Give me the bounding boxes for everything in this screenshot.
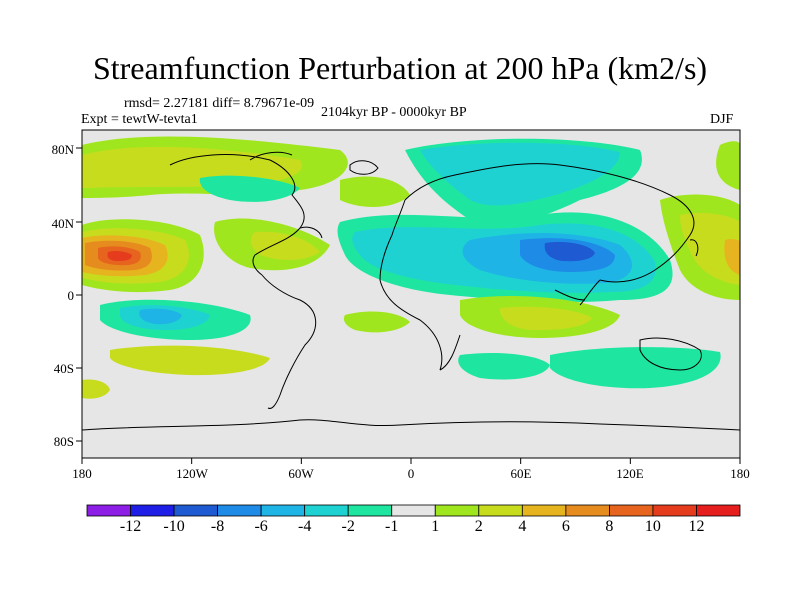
contour-region — [250, 231, 320, 260]
lat-label: 80N — [51, 142, 74, 157]
colorbar-label: 1 — [431, 518, 440, 535]
contour-region — [343, 311, 410, 333]
colorbar-swatch — [347, 504, 393, 517]
colorbar-label: -12 — [119, 518, 142, 535]
rmsd-stats: rmsd= 2.27181 diff= 8.79671e-09 — [124, 96, 315, 111]
lon-label: 180 — [730, 466, 750, 481]
colorbar-label: 6 — [561, 518, 570, 535]
period-label: 2104kyr BP - 0000kyr BP — [321, 105, 467, 120]
colorbar-label: -8 — [210, 518, 225, 535]
colorbar — [86, 504, 741, 517]
lat-label: 40N — [51, 216, 74, 231]
contour-region — [340, 176, 410, 207]
contour-region — [199, 175, 300, 202]
contour-region — [544, 242, 595, 262]
lat-label: 80S — [53, 434, 74, 449]
colorbar-swatch — [130, 504, 175, 517]
colorbar-label: -1 — [385, 518, 399, 535]
colorbar-swatch — [434, 504, 480, 517]
experiment-label: Expt = tewtW-tevta1 — [81, 112, 198, 127]
colorbar-label: 4 — [518, 518, 527, 535]
coastlines — [82, 151, 740, 431]
contour-region — [420, 142, 620, 206]
contour-region — [680, 212, 740, 285]
plot-title: Streamfunction Perturbation at 200 hPa (… — [92, 50, 708, 86]
contour-region — [110, 345, 270, 376]
colorbar-swatch — [86, 504, 131, 517]
colorbar-label: -4 — [297, 518, 312, 535]
lat-label: 0 — [67, 288, 75, 303]
contour-region — [139, 308, 182, 325]
contour-region — [550, 347, 721, 389]
colorbar-swatch — [217, 504, 262, 517]
lon-label: 0 — [407, 466, 415, 481]
lon-label: 120E — [616, 466, 644, 481]
colorbar-label: 12 — [688, 518, 705, 535]
colorbar-swatch — [609, 504, 654, 517]
season-label: DJF — [710, 112, 734, 127]
contour-region — [724, 239, 740, 275]
colorbar-swatch — [173, 504, 218, 517]
colorbar-swatch — [696, 504, 741, 517]
contour-region — [107, 251, 132, 261]
contour-region — [82, 379, 110, 399]
lon-label: 120W — [176, 466, 208, 481]
colorbar-label: 2 — [474, 518, 483, 535]
colorbar-label: 10 — [644, 518, 661, 535]
contour-region — [716, 141, 740, 190]
colorbar-swatch — [391, 504, 436, 517]
colorbar-swatch — [652, 504, 697, 517]
lat-label: 40S — [53, 361, 74, 376]
colorbar-swatch — [304, 504, 349, 517]
latitude-tick-marks — [76, 147, 82, 442]
colorbar-label: 8 — [605, 518, 614, 535]
contour-region — [458, 353, 550, 380]
colorbar-swatch — [478, 504, 523, 517]
lon-label: 60W — [288, 466, 314, 481]
colorbar-label: -2 — [341, 518, 355, 535]
colorbar-label: -10 — [163, 518, 185, 535]
contour-field — [82, 130, 740, 458]
longitude-tick-marks — [81, 458, 741, 464]
lon-label: 180 — [72, 466, 92, 481]
colorbar-label: -6 — [254, 518, 268, 535]
contour-region — [500, 306, 592, 330]
lon-label: 60E — [510, 466, 532, 481]
colorbar-swatch — [565, 504, 610, 517]
colorbar-swatch — [521, 504, 567, 517]
colorbar-swatch — [260, 504, 306, 517]
